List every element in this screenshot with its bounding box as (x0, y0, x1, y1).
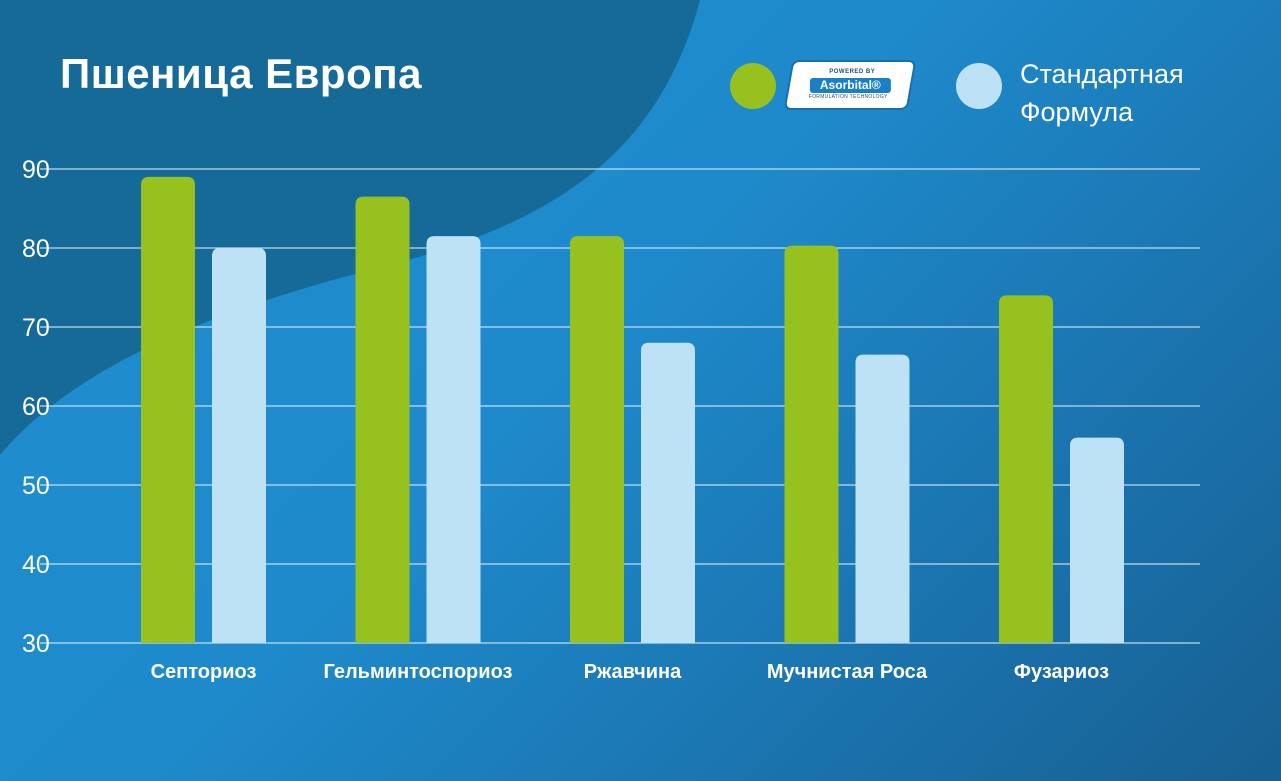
y-tick-label-60: 60 (22, 393, 50, 421)
bar-asorbital-2 (355, 196, 410, 643)
y-tick-label-50: 50 (22, 472, 50, 500)
bar-asorbital-4 (784, 245, 839, 643)
y-tick-label-70: 70 (22, 314, 50, 342)
category-label-5: Фузариоз (1014, 661, 1109, 683)
category-label-1: Септориоз (151, 661, 257, 683)
bar-standard-1 (212, 248, 266, 643)
bar-asorbital-1 (141, 176, 195, 643)
bar-asorbital-3 (570, 236, 624, 643)
category-label-4: Мучнистая Роса (767, 661, 928, 683)
bar-standard-5 (1070, 437, 1124, 643)
bar-standard-4 (855, 354, 910, 643)
bar-standard-3 (641, 342, 695, 643)
bar-asorbital-5 (999, 295, 1053, 643)
y-tick-label-90: 90 (22, 156, 50, 184)
legend: POWERED BY Asorbital® FORMULATION TECHNO… (730, 55, 1230, 135)
y-tick-label-40: 40 (22, 551, 50, 579)
category-label-3: Ржавчина (584, 661, 682, 683)
bar-standard-2 (426, 236, 481, 643)
legend-label-standard: Стандартная Формула (1020, 59, 1184, 127)
legend-swatch-asorbital (730, 63, 776, 109)
y-tick-label-30: 30 (22, 630, 50, 658)
legend-swatch-standard (956, 63, 1002, 109)
category-label-2: Гельминтоспориоз (324, 661, 513, 683)
page-title: Пшеница Европа (60, 50, 422, 97)
y-tick-label-80: 80 (22, 235, 50, 263)
